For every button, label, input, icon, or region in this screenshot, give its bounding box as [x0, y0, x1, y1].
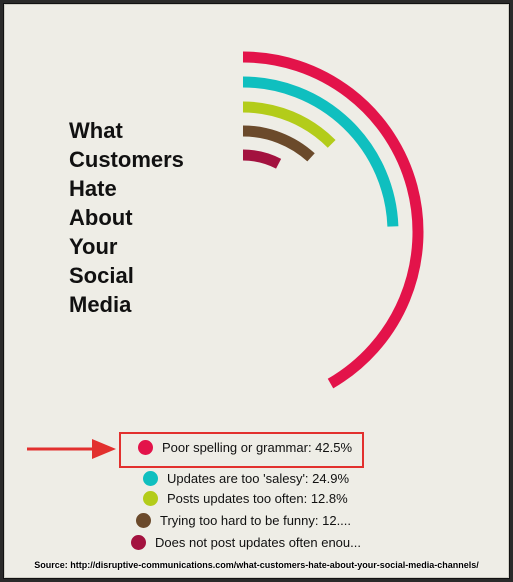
legend-label: Posts updates too often: 12.8%	[167, 491, 348, 506]
title-line: About	[69, 205, 133, 230]
radial-bar-5	[242, 149, 282, 169]
legend-label: Trying too hard to be funny: 12....	[160, 513, 352, 528]
source-caption: Source: http://disruptive-communications…	[34, 560, 479, 570]
radial-bar-4	[242, 125, 315, 162]
legend-item: Updates are too 'salesy': 24.9%	[143, 471, 349, 486]
legend-label: Poor spelling or grammar: 42.5%	[162, 440, 353, 455]
title-line: Your	[69, 234, 118, 259]
legend-swatch	[143, 491, 158, 506]
title-line: Media	[69, 292, 132, 317]
chart-legend: Poor spelling or grammar: 42.5% Updates a…	[131, 440, 361, 550]
legend-swatch	[136, 513, 151, 528]
legend-label: Updates are too 'salesy': 24.9%	[167, 471, 350, 486]
title-line: Social	[69, 263, 134, 288]
chart-frame	[4, 4, 509, 578]
title-line: Hate	[69, 176, 117, 201]
legend-label: Does not post updates often enou...	[155, 535, 361, 550]
legend-item: Posts updates too often: 12.8%	[143, 491, 348, 506]
legend-item: Trying too hard to be funny: 12....	[136, 513, 351, 528]
radial-bar-1	[242, 51, 424, 389]
legend-item: Poor spelling or grammar: 42.5%	[138, 440, 352, 455]
radial-bar-3	[242, 101, 336, 148]
legend-item: Does not post updates often enou...	[131, 535, 361, 550]
legend-swatch	[131, 535, 146, 550]
legend-swatch	[143, 471, 158, 486]
chart-title: What Customers Hate About Your Social Me…	[69, 116, 184, 319]
legend-swatch	[138, 440, 153, 455]
title-line: What	[69, 118, 123, 143]
title-line: Customers	[69, 147, 184, 172]
highlight-box	[119, 432, 364, 468]
arrow-head	[92, 439, 116, 459]
radial-bar-2	[242, 76, 399, 227]
